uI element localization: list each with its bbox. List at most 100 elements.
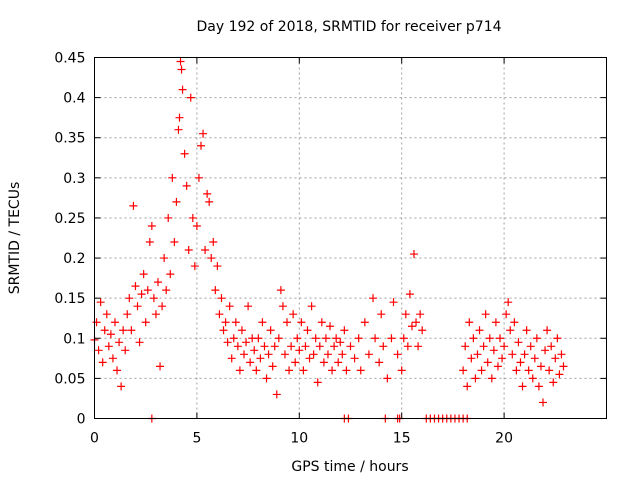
- data-point: [350, 354, 359, 363]
- data-point: [121, 346, 130, 355]
- data-point: [309, 350, 318, 359]
- data-point: [317, 318, 326, 327]
- data-point: [334, 358, 343, 367]
- data-point: [168, 173, 177, 182]
- data-point: [463, 382, 472, 391]
- data-point: [547, 342, 556, 351]
- data-point: [246, 358, 255, 367]
- data-point: [518, 382, 527, 391]
- data-point: [175, 113, 184, 122]
- data-point: [371, 334, 380, 343]
- data-point: [301, 342, 310, 351]
- data-point: [104, 342, 113, 351]
- data-point: [205, 197, 214, 206]
- data-point: [98, 358, 107, 367]
- data-point: [328, 366, 337, 375]
- data-point: [174, 125, 183, 134]
- data-point: [313, 378, 322, 387]
- data-point: [311, 334, 320, 343]
- data-point: [496, 334, 505, 343]
- data-point: [409, 250, 418, 259]
- data-point: [217, 294, 226, 303]
- data-point: [221, 318, 230, 327]
- data-point: [287, 342, 296, 351]
- data-point: [506, 326, 515, 335]
- data-point: [125, 294, 134, 303]
- x-tick-label: 20: [495, 431, 513, 447]
- data-point: [100, 326, 109, 335]
- data-point: [131, 282, 140, 291]
- x-tick-label: 10: [290, 431, 308, 447]
- y-tick-label: 0.1: [63, 331, 85, 347]
- data-point: [186, 93, 195, 102]
- data-point: [307, 302, 316, 311]
- y-axis-label: SRMTID / TECUs: [7, 182, 23, 295]
- data-point: [115, 338, 124, 347]
- data-point: [278, 302, 287, 311]
- data-point: [319, 358, 328, 367]
- data-point: [481, 310, 490, 319]
- data-point: [387, 334, 396, 343]
- data-point: [96, 298, 105, 307]
- data-point: [235, 366, 244, 375]
- data-point: [342, 366, 351, 375]
- data-point: [340, 326, 349, 335]
- data-point: [268, 362, 277, 371]
- data-point: [149, 294, 158, 303]
- data-point: [164, 213, 173, 222]
- chart-title: Day 192 of 2018, SRMTID for receiver p71…: [196, 19, 501, 35]
- data-point: [209, 238, 218, 247]
- y-tick-label: 0.4: [63, 91, 85, 107]
- data-point: [293, 334, 302, 343]
- data-point: [336, 338, 345, 347]
- data-point: [377, 310, 386, 319]
- data-point: [379, 342, 388, 351]
- data-point: [156, 362, 165, 371]
- data-point: [240, 350, 249, 359]
- data-point: [338, 350, 347, 359]
- data-point: [346, 342, 355, 351]
- data-point: [375, 358, 384, 367]
- data-point: [129, 201, 138, 210]
- data-point: [551, 354, 560, 363]
- data-point: [280, 350, 289, 359]
- points-layer: [90, 57, 568, 423]
- data-point: [299, 366, 308, 375]
- data-point: [467, 354, 476, 363]
- data-point: [229, 334, 238, 343]
- data-point: [110, 318, 119, 327]
- data-point: [276, 286, 285, 295]
- data-point: [326, 322, 335, 331]
- data-point: [172, 197, 181, 206]
- data-point: [151, 310, 160, 319]
- data-point: [176, 57, 185, 66]
- y-tick-label: 0.25: [54, 211, 85, 227]
- data-point: [502, 310, 511, 319]
- data-point: [170, 238, 179, 247]
- data-point: [393, 350, 402, 359]
- data-point: [553, 334, 562, 343]
- ticks-layer: 0 0.05 0.1 0.15 0.2 0.25 0.3 0.35 0.4 0.45 0 5 10 15 2…: [54, 51, 607, 447]
- data-point: [231, 318, 240, 327]
- data-point: [117, 382, 126, 391]
- data-point: [223, 338, 232, 347]
- data-point: [203, 189, 212, 198]
- data-point: [113, 366, 122, 375]
- plot-frame: [94, 57, 607, 419]
- data-point: [541, 346, 550, 355]
- y-tick-label: 0.05: [54, 371, 85, 387]
- data-point: [256, 354, 265, 363]
- data-point: [493, 362, 502, 371]
- data-point: [106, 330, 115, 339]
- data-point: [414, 342, 423, 351]
- data-point: [383, 374, 392, 383]
- x-tick-label: 5: [192, 431, 201, 447]
- data-point: [305, 354, 314, 363]
- data-point: [498, 354, 507, 363]
- data-point: [94, 346, 103, 355]
- data-point: [520, 350, 529, 359]
- data-point: [369, 294, 378, 303]
- data-point: [108, 354, 117, 363]
- data-point: [262, 374, 271, 383]
- data-point: [297, 318, 306, 327]
